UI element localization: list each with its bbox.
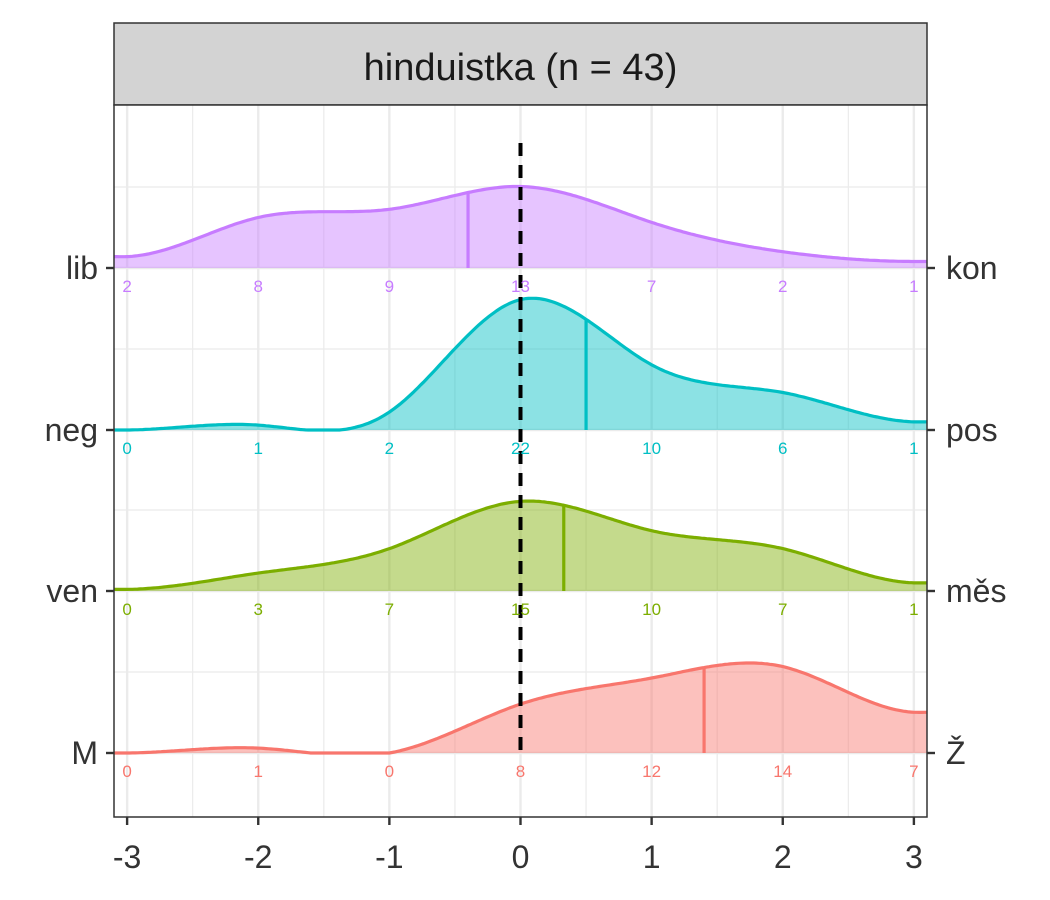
- count-label: 3: [254, 600, 263, 619]
- y-label-left: ven: [46, 573, 98, 609]
- count-label: 22: [511, 439, 530, 458]
- count-label: 2: [385, 439, 394, 458]
- count-labels: 2 8 9 13 7 2 10 1 2 22 10 6 10 3 7 15 10 7 10 1 0 8 12 14 7: [122, 277, 918, 781]
- x-tick-label: 0: [512, 839, 530, 875]
- x-tick-label: -1: [375, 839, 403, 875]
- count-label: 1: [909, 277, 918, 296]
- count-label: 0: [122, 439, 131, 458]
- count-label: 6: [778, 439, 787, 458]
- count-label: 7: [385, 600, 394, 619]
- count-label: 14: [773, 762, 792, 781]
- count-label: 7: [778, 600, 787, 619]
- x-tick-label: 1: [643, 839, 661, 875]
- facet-title: hinduistka (n = 43): [364, 47, 678, 89]
- y-label-left: lib: [66, 250, 98, 286]
- count-label: 2: [122, 277, 131, 296]
- y-axis-right: kon pos měs Ž: [927, 250, 1006, 771]
- count-label: 13: [511, 277, 530, 296]
- count-label: 1: [254, 762, 263, 781]
- count-label: 1: [909, 439, 918, 458]
- x-tick-label: 2: [774, 839, 792, 875]
- ridge-lib: [114, 184, 927, 268]
- y-label-left: M: [71, 735, 98, 771]
- count-label: 15: [511, 600, 530, 619]
- facet-strip: [113, 22, 928, 106]
- y-label-right: pos: [946, 412, 998, 448]
- count-label: 7: [909, 762, 918, 781]
- y-label-left: neg: [45, 412, 98, 448]
- count-label: 1: [254, 439, 263, 458]
- ridge-line: [114, 184, 927, 264]
- ridge-area: [114, 663, 927, 753]
- count-label: 1: [909, 600, 918, 619]
- count-label: 0: [122, 600, 131, 619]
- x-tick-label: -2: [244, 839, 272, 875]
- count-label: 0: [385, 762, 394, 781]
- count-label: 7: [647, 277, 656, 296]
- x-axis: -3 -2 -1 0 1 2 3: [113, 817, 923, 875]
- x-tick-label: 3: [905, 839, 923, 875]
- count-label: 8: [516, 762, 525, 781]
- count-label: 0: [122, 762, 131, 781]
- count-label: 9: [385, 277, 394, 296]
- count-label: 10: [642, 600, 661, 619]
- count-label: 8: [254, 277, 263, 296]
- count-label: 2: [778, 277, 787, 296]
- count-label: 12: [642, 762, 661, 781]
- y-label-right: měs: [946, 573, 1006, 609]
- count-label: 10: [642, 439, 661, 458]
- y-label-right: kon: [946, 250, 998, 286]
- x-tick-label: -3: [113, 839, 141, 875]
- y-label-right: Ž: [946, 735, 966, 771]
- y-axis-left: lib neg ven M: [45, 250, 114, 771]
- ridge-area: [114, 186, 927, 268]
